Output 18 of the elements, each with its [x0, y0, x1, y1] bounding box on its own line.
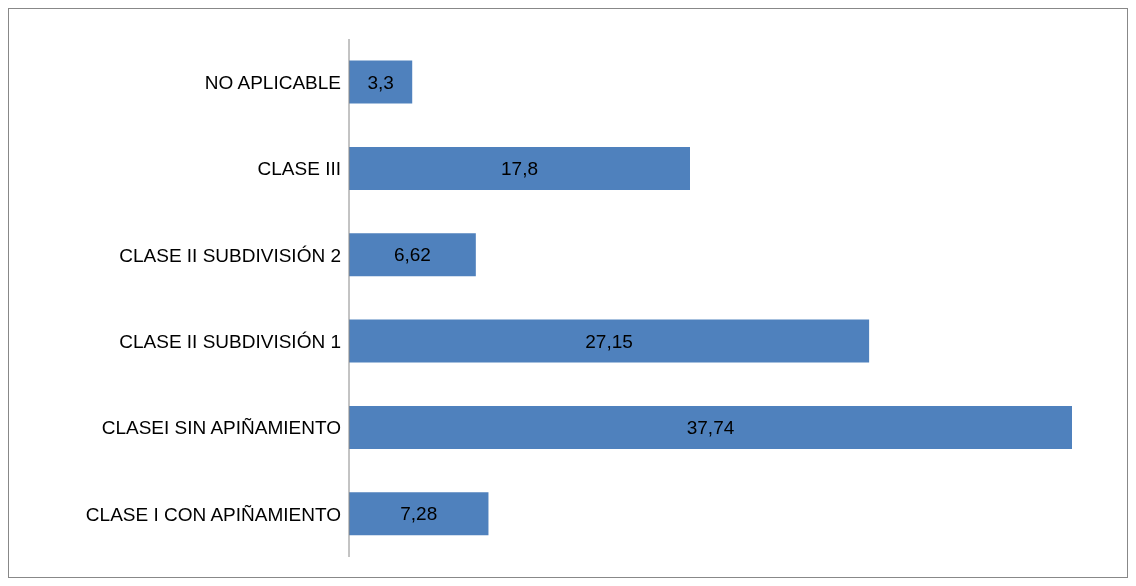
data-label: 6,62 — [393, 244, 431, 266]
bar — [349, 233, 476, 277]
bar — [349, 146, 690, 190]
bar — [349, 492, 489, 536]
y-tick-label: CLASEI SIN APIÑAMIENTO — [101, 417, 341, 439]
y-tick-label: CLASE I CON APIÑAMIENTO — [85, 503, 341, 525]
data-label: 37,74 — [686, 417, 735, 439]
data-label: 17,8 — [501, 158, 538, 180]
y-tick-label: CLASE II SUBDIVISIÓN 2 — [119, 244, 341, 266]
y-tick-label: CLASE III — [257, 158, 341, 180]
y-tick-label: CLASE II SUBDIVISIÓN 1 — [119, 330, 341, 352]
bar — [349, 60, 413, 104]
data-label: 3,3 — [367, 71, 394, 93]
bar — [349, 319, 870, 363]
y-tick-label: NO APLICABLE — [204, 71, 341, 93]
data-label: 7,28 — [400, 503, 438, 525]
bar — [349, 405, 1072, 449]
data-label: 27,15 — [585, 330, 633, 352]
